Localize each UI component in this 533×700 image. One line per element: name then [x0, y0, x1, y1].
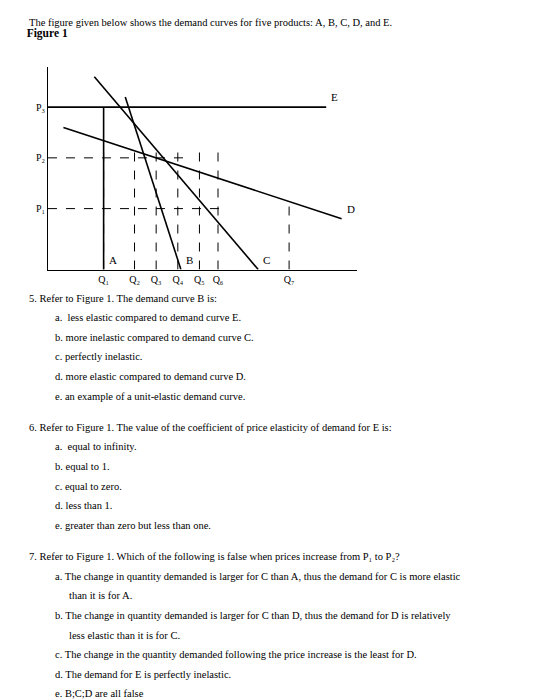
svg-text:d. The demand for E is perfect: d. The demand for E is perfectly inelast…: [55, 669, 231, 680]
svg-text:c. The change in the quantity: c. The change in the quantity demanded f…: [55, 649, 417, 660]
svg-text:C: C: [263, 254, 270, 266]
svg-text:E: E: [331, 91, 338, 103]
svg-text:a. less elastic compared to d: a. less elastic compared to demand curve…: [55, 312, 241, 323]
svg-text:B: B: [186, 254, 193, 266]
svg-text:D: D: [347, 203, 355, 215]
svg-text:b. The change in quantity dema: b. The change in quantity demanded is la…: [55, 610, 451, 621]
svg-text:b. more inelastic compared to: b. more inelastic compared to demand cur…: [55, 332, 254, 343]
svg-text:P₃: P₃: [36, 102, 45, 113]
svg-text:b. equal to 1.: b. equal to 1.: [55, 461, 110, 472]
svg-text:A: A: [109, 254, 117, 266]
svg-text:Q₁: Q₁: [98, 274, 109, 285]
svg-text:7. Refer to Figure 1. Which of: 7. Refer to Figure 1. Which of the follo…: [29, 551, 400, 562]
svg-text:e. B;C;D are all false: e. B;C;D are all false: [55, 688, 144, 699]
svg-text:a. equal to infinity.: a. equal to infinity.: [55, 441, 137, 452]
svg-text:The figure given below shows t: The figure given below shows the demand …: [29, 17, 392, 28]
svg-text:less elastic than it is for C.: less elastic than it is for C.: [69, 630, 180, 641]
svg-text:Q₂: Q₂: [129, 274, 140, 285]
svg-text:Q₆: Q₆: [213, 274, 224, 285]
svg-text:Q₅: Q₅: [194, 274, 205, 285]
svg-text:Q₃: Q₃: [151, 274, 162, 285]
svg-text:d. less than 1.: d. less than 1.: [55, 500, 112, 511]
svg-text:Q₄: Q₄: [172, 274, 183, 285]
svg-text:6. Refer to Figure 1. The valu: 6. Refer to Figure 1. The value of the c…: [29, 422, 392, 433]
svg-text:d. more elastic compared to de: d. more elastic compared to demand curve…: [55, 371, 246, 382]
svg-text:a. The change in quantity dema: a. The change in quantity demanded is la…: [55, 571, 461, 582]
svg-text:Figure 1: Figure 1: [27, 27, 68, 40]
svg-text:5. Refer to Figure 1. The dema: 5. Refer to Figure 1. The demand curve B…: [29, 293, 217, 304]
svg-text:c. equal to zero.: c. equal to zero.: [55, 481, 122, 492]
svg-text:than it is for A.: than it is for A.: [69, 590, 132, 601]
svg-text:c. perfectly inelastic.: c. perfectly inelastic.: [55, 351, 142, 362]
svg-text:Q₇: Q₇: [284, 274, 295, 285]
svg-text:P₁: P₁: [36, 203, 45, 214]
svg-text:e. greater than zero but less: e. greater than zero but less than one.: [55, 520, 211, 531]
svg-text:e. an example of a unit-elasti: e. an example of a unit-elastic demand c…: [55, 391, 245, 402]
svg-text:P₂: P₂: [36, 152, 45, 163]
